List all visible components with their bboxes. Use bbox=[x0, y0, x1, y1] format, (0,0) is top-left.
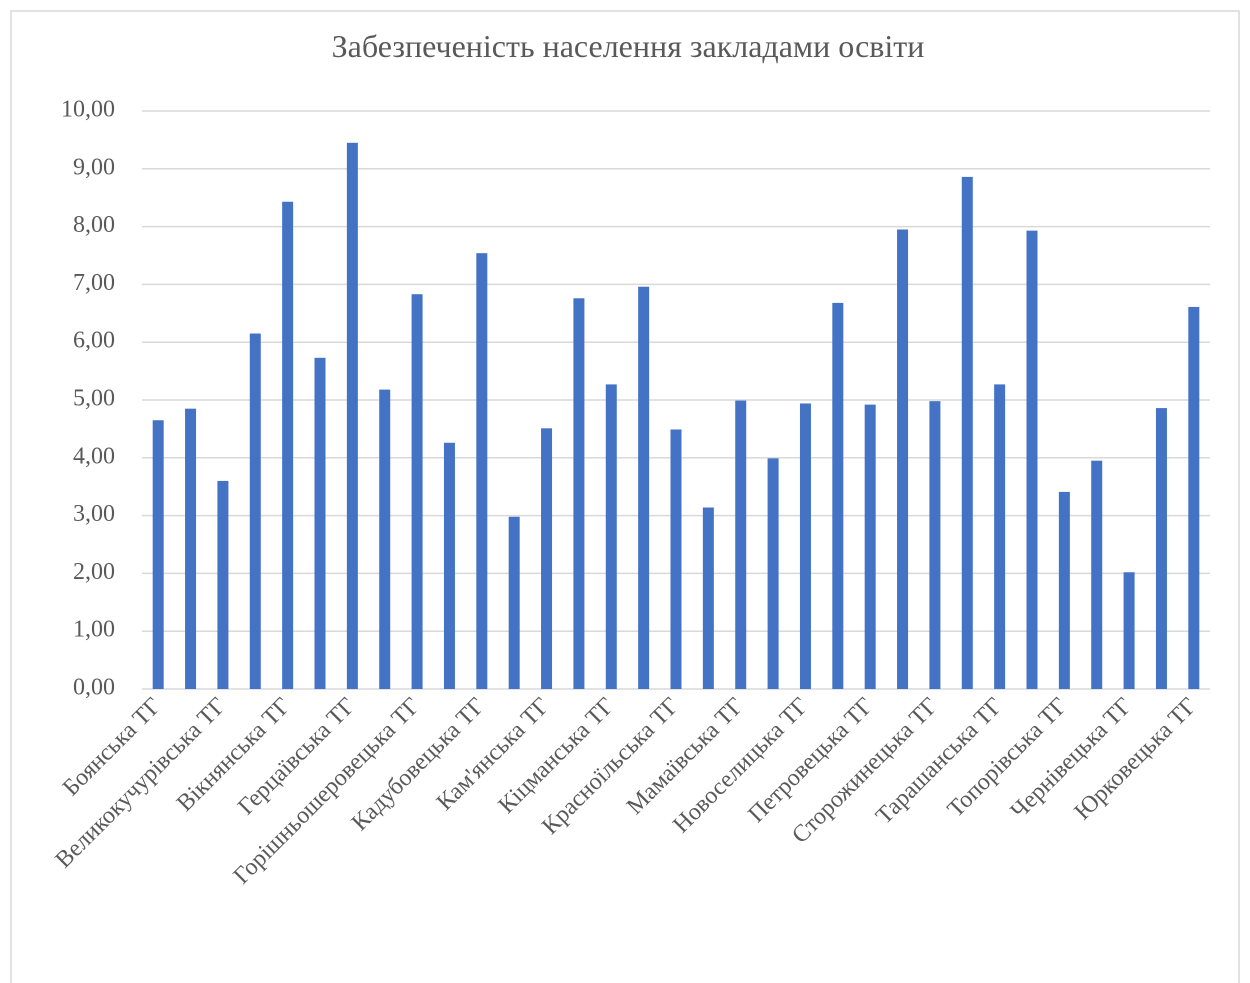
y-tick-label: 9,00 bbox=[73, 154, 115, 180]
bar bbox=[605, 384, 617, 689]
bar bbox=[1155, 408, 1167, 689]
y-tick-label: 7,00 bbox=[73, 270, 115, 296]
bar bbox=[508, 516, 520, 689]
bar bbox=[541, 428, 553, 689]
x-tick-label: Кіцманська ТГ bbox=[494, 693, 620, 819]
bar bbox=[314, 357, 326, 689]
bar bbox=[1188, 306, 1200, 689]
bar bbox=[832, 302, 844, 689]
y-tick-label: 8,00 bbox=[73, 212, 115, 238]
chart-frame bbox=[10, 10, 1240, 983]
x-tick-label: Кам'янська ТГ bbox=[432, 693, 555, 816]
bar bbox=[573, 298, 585, 689]
bar bbox=[1026, 230, 1038, 689]
bar bbox=[1123, 572, 1135, 689]
bar bbox=[767, 458, 779, 689]
y-tick-label: 10,00 bbox=[61, 97, 115, 123]
bar bbox=[897, 229, 909, 690]
bar bbox=[670, 429, 682, 689]
bar bbox=[346, 142, 358, 690]
bar bbox=[411, 294, 423, 689]
bar bbox=[994, 384, 1006, 689]
bar bbox=[638, 286, 650, 689]
bar bbox=[1058, 491, 1070, 689]
bar bbox=[799, 403, 811, 689]
x-tick-label: Мамаївська ТГ bbox=[622, 693, 749, 820]
bar bbox=[379, 389, 391, 689]
chart-title: Забезпеченість населення закладами освіт… bbox=[332, 28, 925, 64]
bar bbox=[476, 253, 488, 690]
y-tick-label: 5,00 bbox=[73, 386, 115, 412]
y-tick-label: 1,00 bbox=[73, 617, 115, 643]
x-tick-label: Герцаївська ТГ bbox=[233, 693, 360, 820]
bar bbox=[929, 401, 941, 689]
y-tick-label: 0,00 bbox=[73, 675, 115, 701]
bar bbox=[961, 176, 973, 690]
bar bbox=[185, 408, 197, 689]
bar bbox=[249, 333, 261, 689]
bar bbox=[443, 442, 455, 689]
bar bbox=[864, 404, 876, 689]
bar bbox=[1091, 460, 1103, 689]
bar bbox=[152, 420, 164, 689]
y-tick-label: 3,00 bbox=[73, 501, 115, 527]
bar bbox=[735, 400, 747, 689]
bar bbox=[282, 201, 294, 689]
bar bbox=[217, 480, 229, 689]
y-tick-label: 6,00 bbox=[73, 328, 115, 354]
x-tick-label: Вікнянська ТГ bbox=[172, 693, 296, 817]
y-tick-label: 4,00 bbox=[73, 443, 115, 469]
y-tick-label: 2,00 bbox=[73, 559, 115, 585]
bar bbox=[702, 507, 714, 689]
